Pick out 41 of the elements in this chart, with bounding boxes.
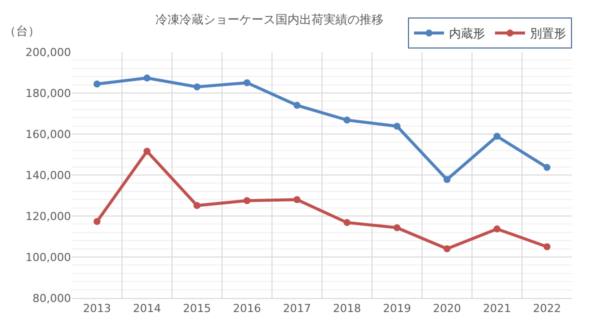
legend-label: 別置形 (530, 26, 566, 41)
x-tick-label: 2022 (533, 302, 561, 316)
point (194, 83, 200, 90)
point (94, 218, 100, 226)
point (244, 79, 250, 86)
x-tick-label: 2015 (183, 302, 211, 316)
x-tick-label: 2020 (433, 302, 461, 316)
x-tick-label: 2021 (483, 302, 511, 316)
point (394, 122, 400, 130)
y-tick-label: 120,000 (26, 210, 71, 223)
point (494, 132, 500, 140)
point (444, 245, 450, 252)
y-tick-label: 160,000 (26, 128, 71, 141)
x-tick-label: 2013 (83, 302, 111, 316)
y-tick-label: 140,000 (26, 168, 71, 182)
y-tick-label: 100,000 (26, 250, 71, 264)
legend-label: 内蔵形 (449, 26, 485, 41)
point (344, 116, 350, 124)
point (244, 197, 250, 204)
y-tick-label: 200,000 (26, 46, 71, 59)
y-axis-title: （台） (4, 24, 40, 38)
point (144, 74, 150, 82)
point (294, 102, 300, 109)
point (544, 164, 550, 171)
y-tick-label: 80,000 (32, 292, 71, 305)
point (294, 196, 300, 204)
chart-title: 冷凍冷蔵ショーケース国内出荷実績の推移 (155, 12, 384, 26)
point (394, 224, 400, 232)
point (544, 243, 550, 250)
x-tick-label: 2019 (383, 302, 411, 316)
point (444, 176, 450, 184)
point (94, 80, 100, 88)
x-tick-label: 2018 (333, 302, 361, 316)
x-tick-label: 2017 (283, 302, 311, 316)
y-tick-label: 180,000 (26, 86, 71, 100)
point (144, 148, 150, 155)
point (494, 225, 500, 232)
x-tick-label: 2014 (133, 302, 161, 316)
x-tick-label: 2016 (233, 302, 261, 316)
point (344, 219, 350, 226)
point (194, 202, 200, 210)
